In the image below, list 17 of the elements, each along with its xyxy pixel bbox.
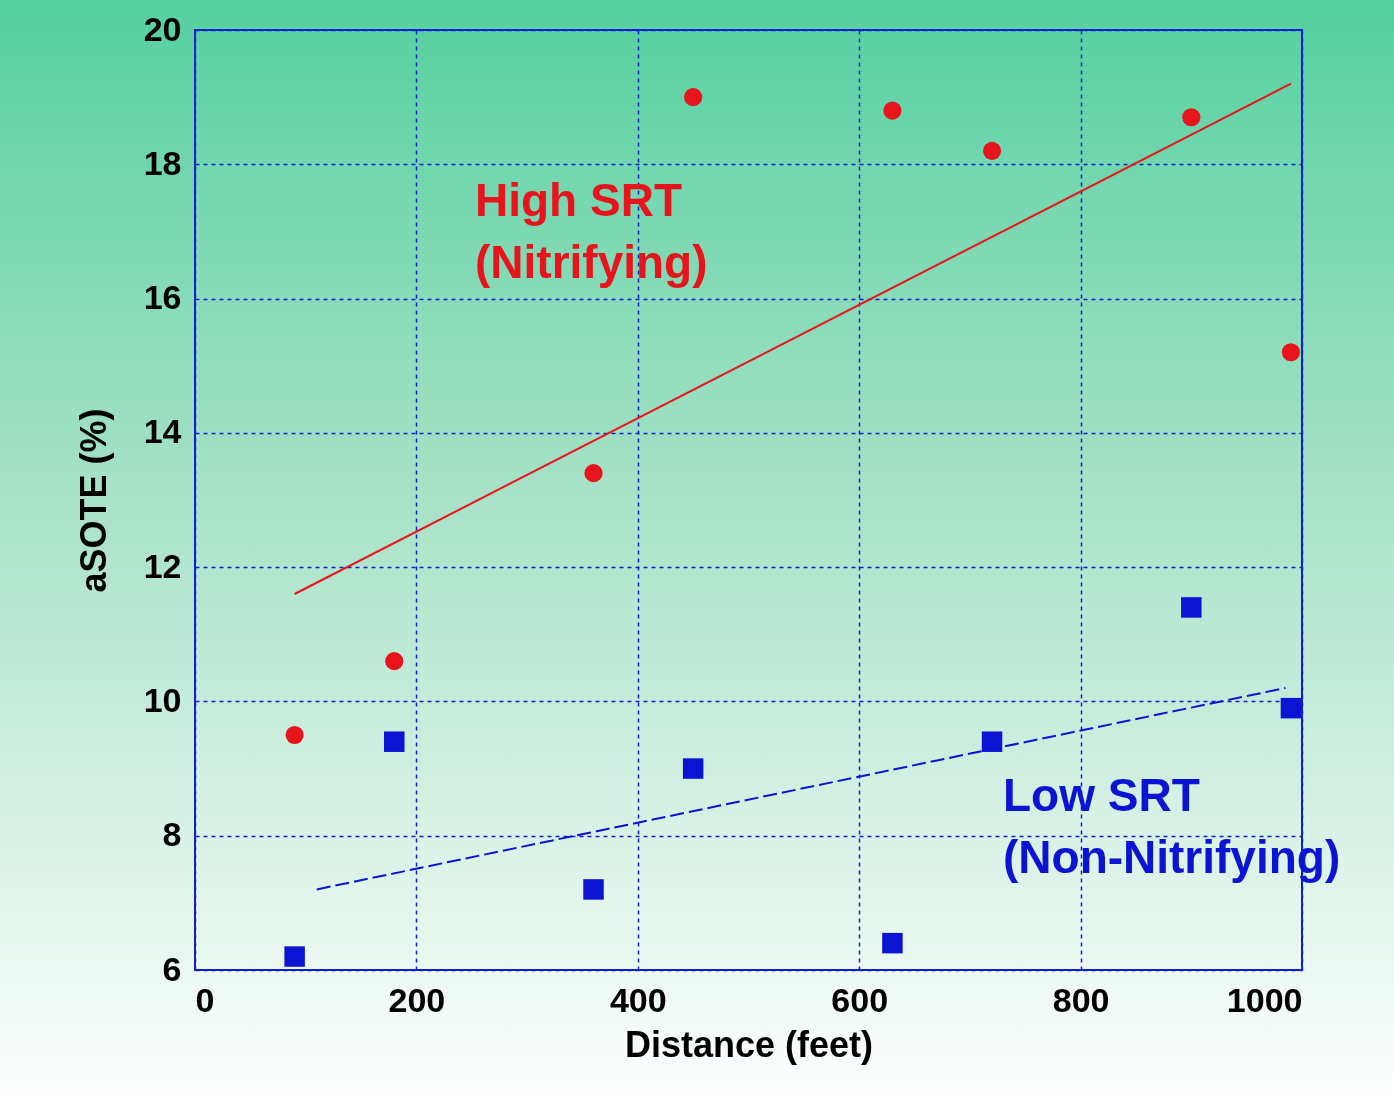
- y-axis-title: aSOTE (%): [72, 408, 114, 593]
- y-tick-label: 6: [162, 949, 182, 988]
- x-tick-label: 200: [388, 980, 446, 1019]
- y-tick-label: 14: [143, 412, 182, 451]
- series-label: High SRT (Nitrifying): [475, 174, 708, 288]
- x-tick-label: 600: [831, 980, 889, 1019]
- x-tick-label: 800: [1052, 980, 1110, 1019]
- x-axis-title: Distance (feet): [624, 1023, 874, 1065]
- y-tick-label: 8: [162, 815, 182, 854]
- x-tick-label: 0: [195, 980, 215, 1019]
- x-tick-label: 1000: [1226, 980, 1303, 1019]
- y-tick-label: 16: [143, 278, 182, 317]
- y-tick-label: 10: [143, 680, 182, 719]
- y-tick-label: 20: [143, 9, 182, 48]
- y-tick-label: 18: [143, 143, 182, 182]
- y-tick-label: 12: [143, 546, 182, 585]
- x-tick-label: 400: [609, 980, 667, 1019]
